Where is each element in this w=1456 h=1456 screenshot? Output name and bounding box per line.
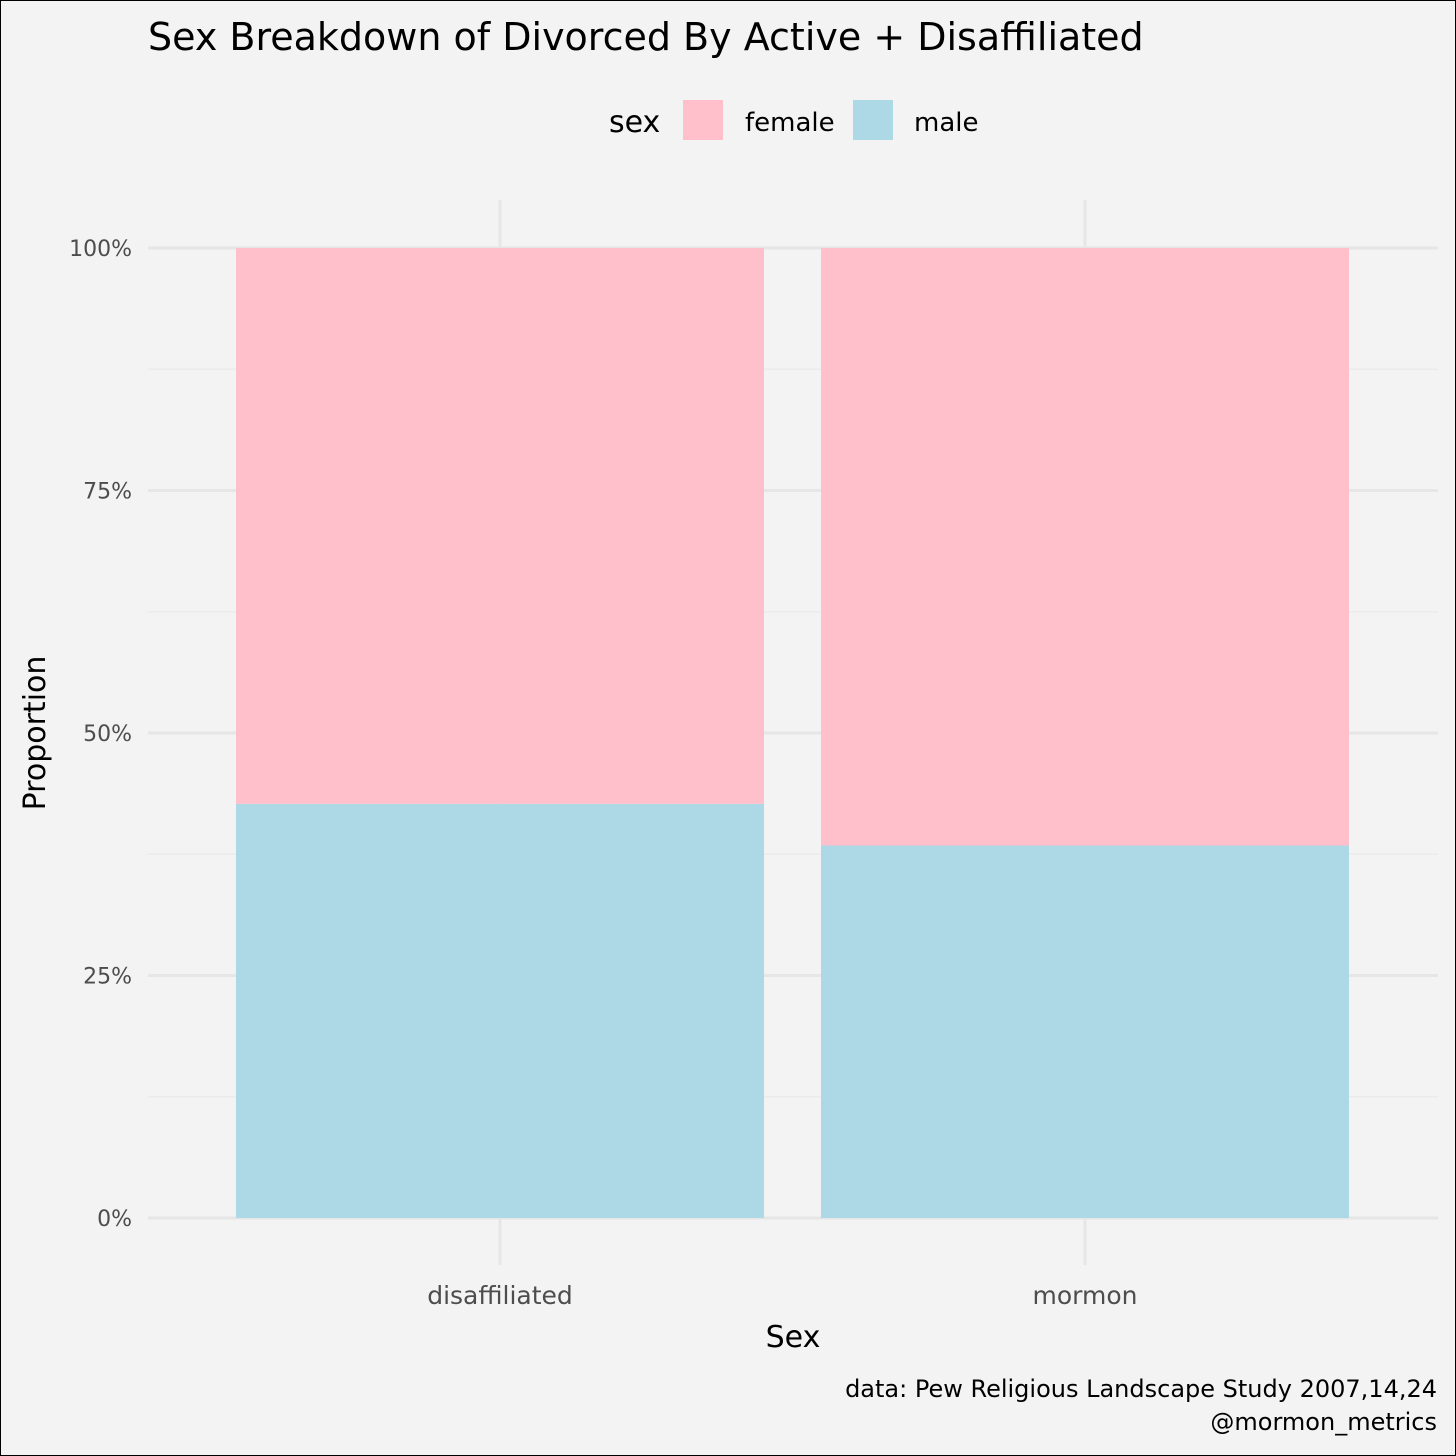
y-axis-title: Proportion (18, 656, 53, 811)
bar-male-mormon (821, 845, 1349, 1218)
x-tick-label: mormon (1033, 1281, 1138, 1310)
legend: sex female male (609, 100, 978, 140)
y-tick-label: 75% (83, 480, 132, 505)
legend-key-female (683, 100, 723, 140)
x-axis-ticks: disaffiliated mormon (427, 1281, 1137, 1310)
caption-line: data: Pew Religious Landscape Study 2007… (845, 1375, 1437, 1403)
legend-title: sex (609, 105, 660, 140)
x-tick-label: disaffiliated (427, 1281, 573, 1310)
bar-female-disaffiliated (236, 248, 764, 804)
chart-title: Sex Breakdown of Divorced By Active + Di… (148, 15, 1144, 59)
bar-female-mormon (821, 248, 1349, 846)
y-tick-label: 100% (69, 237, 132, 262)
legend-label-female: female (745, 108, 835, 138)
y-tick-label: 50% (83, 722, 132, 747)
legend-label-male: male (914, 108, 978, 138)
y-tick-label: 25% (83, 965, 132, 990)
caption: data: Pew Religious Landscape Study 2007… (845, 1375, 1437, 1436)
x-axis-title: Sex (766, 1320, 821, 1355)
bars (236, 248, 1349, 1218)
y-axis-ticks: 0% 25% 50% 75% 100% (69, 237, 132, 1232)
bar-male-disaffiliated (236, 803, 764, 1218)
caption-line: @mormon_metrics (1210, 1408, 1437, 1436)
y-tick-label: 0% (97, 1207, 132, 1232)
legend-key-male (853, 100, 893, 140)
